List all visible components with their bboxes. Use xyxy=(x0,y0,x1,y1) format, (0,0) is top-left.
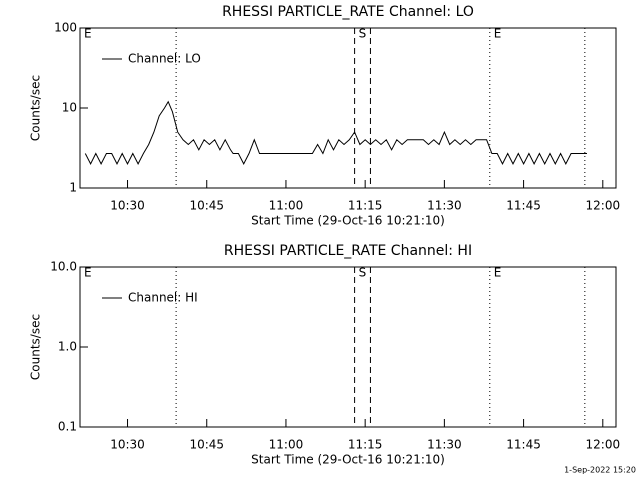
y-tick-label: 10 xyxy=(62,101,77,115)
marker-label: E xyxy=(84,266,92,280)
marker-label: S xyxy=(359,27,367,41)
y-tick-label: 0.1 xyxy=(58,420,77,434)
x-tick-label: 11:30 xyxy=(427,438,462,452)
marker-label: S xyxy=(359,266,367,280)
series-line xyxy=(84,100,587,166)
chart-title: RHESSI PARTICLE_RATE Channel: HI xyxy=(224,243,472,259)
x-tick-label: 10:45 xyxy=(189,438,224,452)
y-axis-label: Counts/sec xyxy=(29,75,43,141)
chart-title: RHESSI PARTICLE_RATE Channel: LO xyxy=(222,4,474,20)
x-tick-label: 11:00 xyxy=(269,438,304,452)
x-tick-label: 11:15 xyxy=(348,199,383,213)
x-tick-label: 10:30 xyxy=(110,438,145,452)
x-tick-label: 12:00 xyxy=(586,438,621,452)
legend-label: Channel: LO xyxy=(128,52,201,66)
x-tick-label: 12:00 xyxy=(586,199,621,213)
marker-label: E xyxy=(494,266,502,280)
y-tick-label: 1.0 xyxy=(58,340,77,354)
y-axis-label: Counts/sec xyxy=(29,314,43,380)
x-tick-label: 11:45 xyxy=(506,199,541,213)
footer: 1-Sep-2022 15:20 xyxy=(564,466,636,475)
y-tick-label: 100 xyxy=(54,21,77,35)
y-tick-label: 10.0 xyxy=(50,260,77,274)
marker-label: E xyxy=(84,27,92,41)
x-axis-label: Start Time (29-Oct-16 10:21:10) xyxy=(251,214,445,228)
x-tick-label: 10:30 xyxy=(110,199,145,213)
marker-label: E xyxy=(494,27,502,41)
x-tick-label: 10:45 xyxy=(189,199,224,213)
x-tick-label: 11:00 xyxy=(269,199,304,213)
y-tick-label: 1 xyxy=(69,181,77,195)
x-tick-label: 11:45 xyxy=(506,438,541,452)
x-axis-label: Start Time (29-Oct-16 10:21:10) xyxy=(251,453,445,467)
x-tick-label: 11:15 xyxy=(348,438,383,452)
x-tick-label: 11:30 xyxy=(427,199,462,213)
legend-label: Channel: HI xyxy=(128,291,198,305)
